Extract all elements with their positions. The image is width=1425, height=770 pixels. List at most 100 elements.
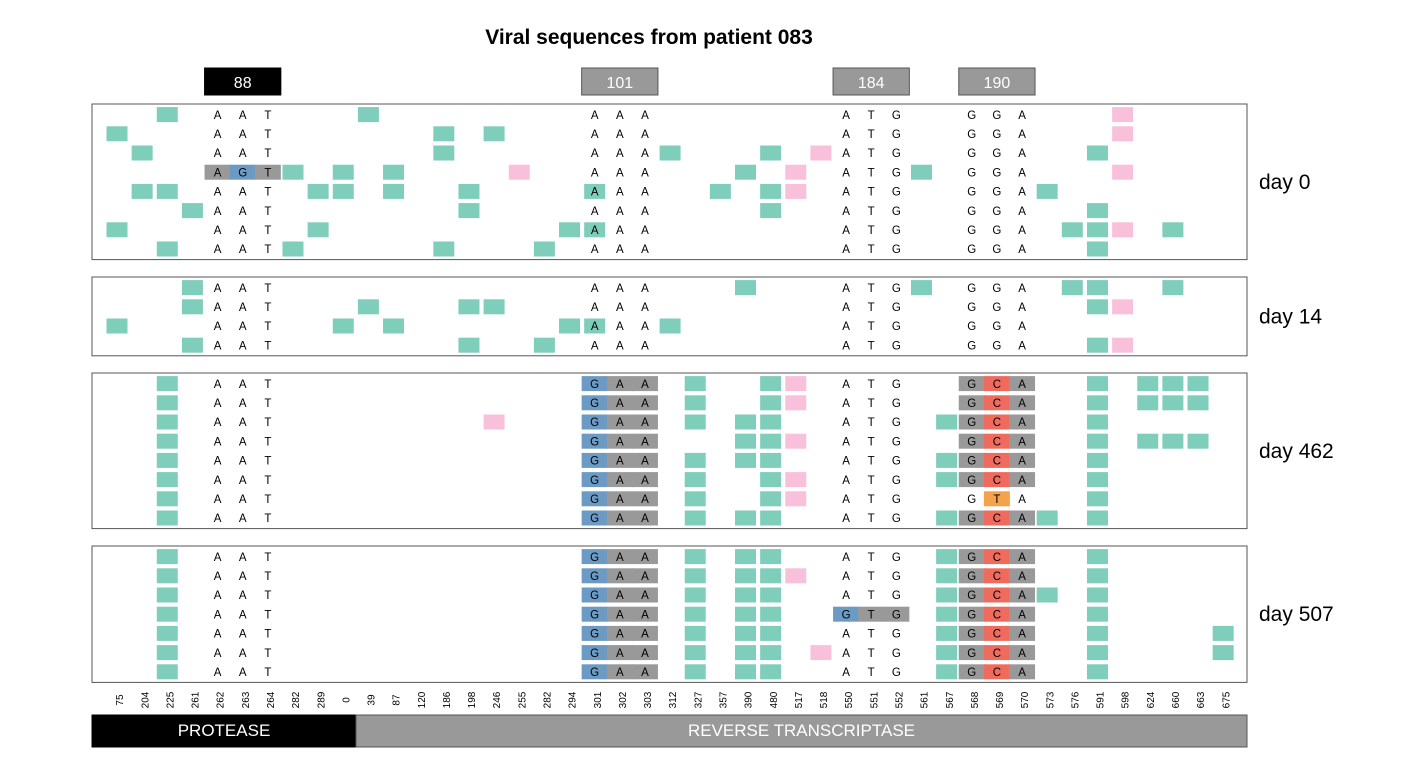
codon-highlight — [581, 664, 608, 680]
region-label: REVERSE TRANSCRIPTASE — [688, 721, 915, 740]
nucleotide: A — [641, 379, 649, 391]
mutation-cell-teal — [684, 395, 706, 411]
nucleotide: G — [967, 590, 976, 602]
nucleotide: A — [616, 110, 624, 122]
nucleotide: A — [616, 629, 624, 641]
mutation-cell-teal — [936, 625, 958, 641]
nucleotide: T — [264, 667, 271, 679]
nucleotide: G — [967, 571, 976, 583]
nucleotide: G — [590, 379, 599, 391]
mutation-cell-teal — [659, 145, 681, 161]
mutation-cell-teal — [181, 337, 203, 353]
codon-highlight — [1009, 645, 1036, 661]
nucleotide: G — [590, 513, 599, 525]
nucleotide: A — [842, 667, 850, 679]
nucleotide: T — [264, 398, 271, 410]
nucleotide: A — [214, 167, 222, 179]
nucleotide: T — [264, 129, 271, 141]
codon-highlight — [1009, 452, 1036, 468]
nucleotide: A — [641, 571, 649, 583]
codon-highlight — [883, 606, 910, 622]
position-tick: 0 — [341, 697, 352, 703]
nucleotide: A — [641, 302, 649, 314]
mutation-cell-teal — [332, 318, 354, 334]
mutation-cell-teal — [735, 568, 756, 584]
position-tick: 569 — [995, 691, 1006, 708]
nucleotide: A — [641, 552, 649, 564]
mutation-cell-teal — [735, 164, 756, 180]
nucleotide: A — [239, 456, 247, 468]
nucleotide: A — [214, 340, 222, 352]
nucleotide: A — [842, 244, 850, 256]
nucleotide: T — [264, 110, 271, 122]
nucleotide: A — [641, 475, 649, 487]
panel-frame — [91, 103, 1248, 261]
codon-highlight — [983, 510, 1010, 526]
nucleotide: A — [239, 513, 247, 525]
codon-highlight — [581, 587, 608, 603]
codon-highlight — [958, 433, 985, 449]
position-tick: 357 — [719, 691, 730, 708]
nucleotide: A — [641, 129, 649, 141]
panel-frame — [91, 372, 1248, 530]
nucleotide: A — [842, 552, 850, 564]
nucleotide: A — [616, 513, 624, 525]
nucleotide: A — [214, 206, 222, 218]
nucleotide: A — [616, 417, 624, 429]
mutation-cell-teal — [357, 299, 379, 315]
nucleotide: A — [641, 225, 649, 237]
nucleotide: A — [842, 302, 850, 314]
nucleotide: A — [842, 187, 850, 199]
mutation-cell-teal — [735, 664, 756, 680]
nucleotide: A — [842, 321, 850, 333]
nucleotide: G — [892, 379, 901, 391]
codon-highlight — [983, 414, 1010, 430]
codon-highlight — [958, 568, 985, 584]
nucleotide: G — [590, 590, 599, 602]
mutation-cell-teal — [735, 510, 756, 526]
mutation-cell-teal — [156, 568, 178, 584]
nucleotide: G — [590, 456, 599, 468]
mutation-cell-teal — [332, 183, 354, 199]
panel-day-14: day 14A A T A A A A T G G G AA A T A A A A T G G G AA A T A A A A T G G… — [91, 276, 1322, 357]
codon-highlight — [204, 164, 231, 180]
mutation-cell-teal — [760, 145, 782, 161]
nucleotide: A — [1018, 206, 1026, 218]
mutation-cell-teal — [559, 222, 581, 238]
mutation-cell-teal — [156, 549, 178, 565]
codon-highlight — [606, 472, 633, 488]
mutation-cell-teal — [131, 145, 153, 161]
mutation-cell-teal — [156, 472, 178, 488]
position-tick: 660 — [1171, 691, 1182, 708]
nucleotide: A — [1018, 340, 1026, 352]
position-tick: 552 — [894, 691, 905, 708]
mutation-cell-teal — [760, 510, 782, 526]
nucleotide: G — [967, 321, 976, 333]
codon-highlight — [958, 625, 985, 641]
nucleotide: C — [993, 398, 1001, 410]
codon-highlight — [833, 606, 860, 622]
mutation-cell-teal — [433, 145, 455, 161]
nucleotide: T — [264, 340, 271, 352]
nucleotide: T — [264, 456, 271, 468]
mutation-cell-teal — [1086, 280, 1108, 296]
nucleotide: G — [967, 187, 976, 199]
nucleotide: A — [1018, 590, 1026, 602]
mutation-cell-teal — [181, 280, 203, 296]
mutation-cell-teal — [1086, 472, 1108, 488]
panel-frame — [91, 545, 1248, 683]
position-tick: 289 — [316, 691, 327, 708]
nucleotide: T — [868, 609, 875, 621]
nucleotide: A — [214, 513, 222, 525]
mutation-cell-teal — [458, 337, 480, 353]
nucleotide: A — [641, 110, 649, 122]
codon-label-184: 184 — [858, 75, 885, 92]
nucleotide: A — [239, 340, 247, 352]
position-tick: 282 — [543, 691, 554, 708]
position-tick: 327 — [693, 691, 704, 708]
nucleotide: A — [1018, 513, 1026, 525]
